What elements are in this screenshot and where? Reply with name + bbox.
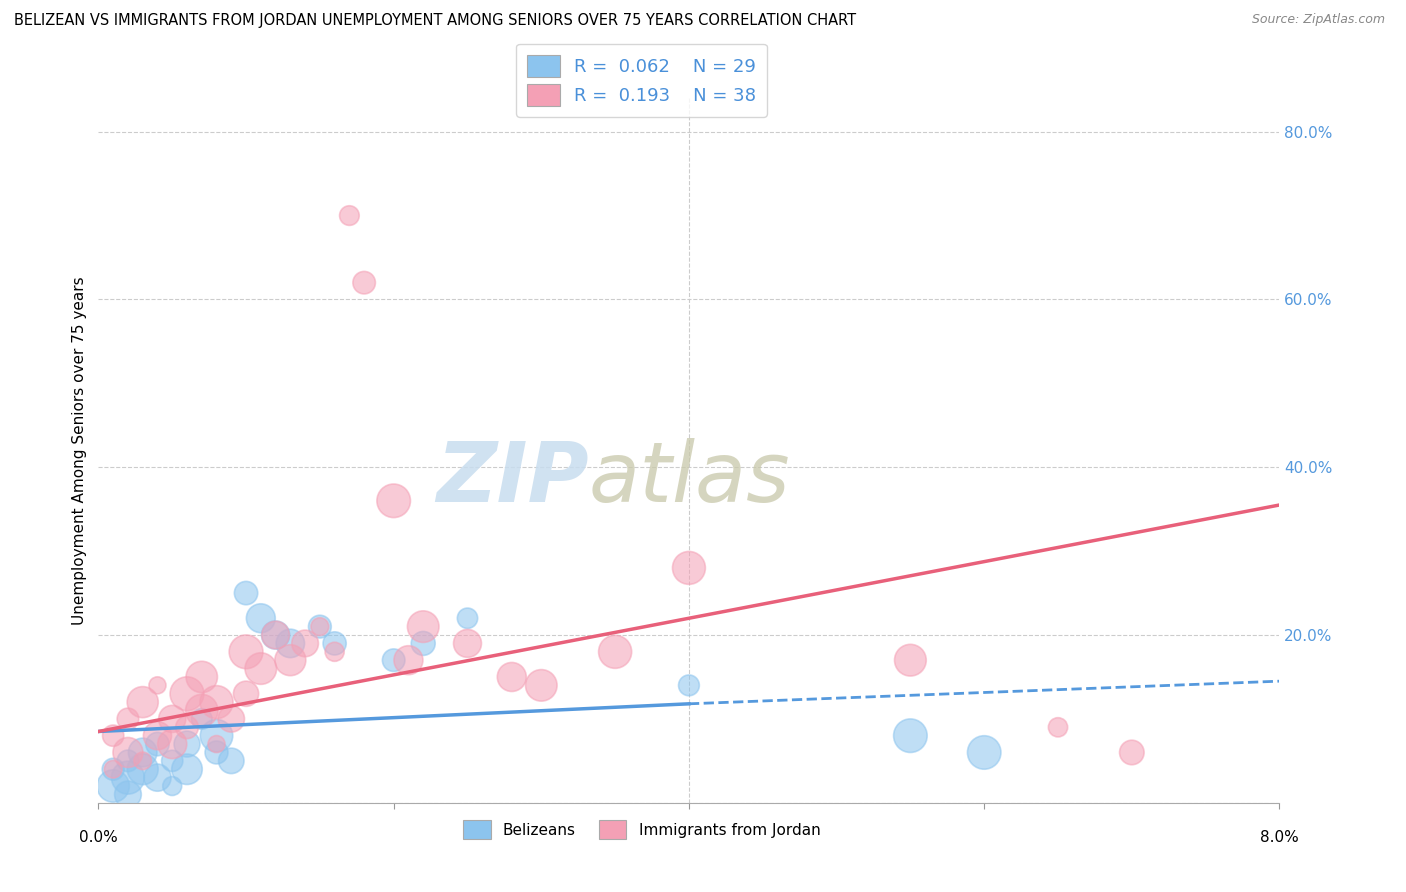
Point: [176, 762, 198, 776]
Point: [235, 586, 257, 600]
Point: [678, 561, 700, 575]
Point: [323, 645, 346, 659]
Point: [146, 771, 169, 785]
Point: [132, 754, 155, 768]
Point: [457, 636, 479, 650]
Point: [205, 695, 228, 709]
Point: [162, 737, 183, 751]
Point: [191, 704, 214, 718]
Point: [162, 712, 183, 726]
Point: [132, 746, 155, 760]
Point: [323, 636, 346, 650]
Point: [176, 687, 198, 701]
Point: [280, 653, 302, 667]
Text: atlas: atlas: [589, 438, 790, 519]
Point: [117, 771, 139, 785]
Point: [146, 729, 169, 743]
Y-axis label: Unemployment Among Seniors over 75 years: Unemployment Among Seniors over 75 years: [72, 277, 87, 624]
Point: [250, 611, 273, 625]
Point: [501, 670, 523, 684]
Point: [457, 611, 479, 625]
Text: ZIP: ZIP: [436, 438, 589, 519]
Point: [117, 788, 139, 802]
Point: [235, 687, 257, 701]
Point: [176, 720, 198, 734]
Point: [146, 737, 169, 751]
Point: [235, 645, 257, 659]
Point: [205, 746, 228, 760]
Point: [294, 636, 316, 650]
Point: [221, 754, 243, 768]
Point: [530, 678, 553, 692]
Point: [412, 636, 434, 650]
Point: [176, 737, 198, 751]
Point: [309, 620, 332, 634]
Point: [309, 620, 332, 634]
Point: [900, 653, 922, 667]
Text: Source: ZipAtlas.com: Source: ZipAtlas.com: [1251, 13, 1385, 27]
Point: [250, 662, 273, 676]
Point: [382, 653, 405, 667]
Point: [205, 729, 228, 743]
Point: [353, 276, 375, 290]
Text: 0.0%: 0.0%: [79, 830, 118, 845]
Point: [1121, 746, 1143, 760]
Point: [132, 762, 155, 776]
Point: [221, 712, 243, 726]
Point: [264, 628, 287, 642]
Point: [398, 653, 420, 667]
Point: [205, 737, 228, 751]
Point: [1046, 720, 1070, 734]
Point: [678, 678, 700, 692]
Point: [412, 620, 434, 634]
Point: [103, 779, 125, 793]
Point: [117, 746, 139, 760]
Point: [382, 493, 405, 508]
Point: [973, 746, 995, 760]
Point: [117, 712, 139, 726]
Point: [280, 636, 302, 650]
Point: [191, 670, 214, 684]
Point: [103, 729, 125, 743]
Point: [103, 762, 125, 776]
Point: [162, 779, 183, 793]
Point: [162, 754, 183, 768]
Point: [132, 695, 155, 709]
Point: [191, 712, 214, 726]
Text: BELIZEAN VS IMMIGRANTS FROM JORDAN UNEMPLOYMENT AMONG SENIORS OVER 75 YEARS CORR: BELIZEAN VS IMMIGRANTS FROM JORDAN UNEMP…: [14, 13, 856, 29]
Text: 8.0%: 8.0%: [1260, 830, 1299, 845]
Point: [264, 628, 287, 642]
Point: [605, 645, 627, 659]
Point: [103, 762, 125, 776]
Point: [117, 754, 139, 768]
Point: [146, 678, 169, 692]
Point: [900, 729, 922, 743]
Legend: Belizeans, Immigrants from Jordan: Belizeans, Immigrants from Jordan: [454, 811, 830, 848]
Point: [339, 209, 361, 223]
